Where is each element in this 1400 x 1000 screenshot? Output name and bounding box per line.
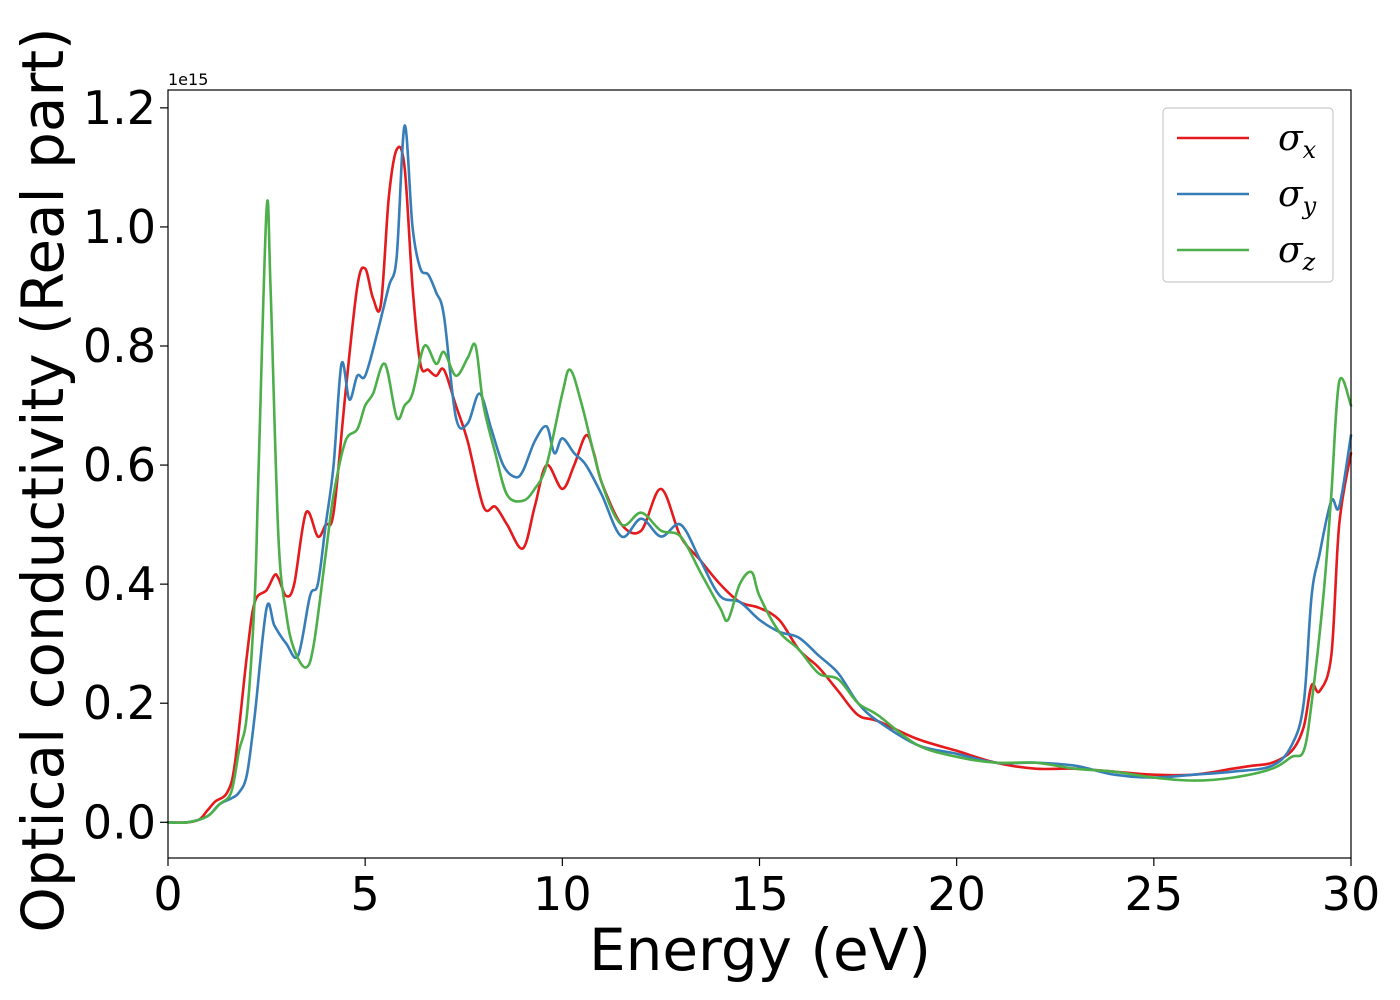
series-layer — [166, 124, 1353, 825]
series-line-y — [166, 124, 1353, 825]
y-tick-label: 1.2 — [83, 81, 156, 135]
y-tick-label: 0.8 — [83, 319, 156, 373]
x-tick-label: 0 — [153, 867, 182, 921]
x-axis: 0 5 10 15 20 25 30 — [153, 858, 1380, 921]
x-tick-label: 15 — [730, 867, 789, 921]
x-tick-label: 25 — [1125, 867, 1184, 921]
y-tick-label: 0.6 — [83, 438, 156, 492]
y-offset-text: 1e15 — [168, 70, 208, 89]
x-axis-label: Energy (eV) — [589, 916, 931, 984]
y-tick-label: 0.4 — [83, 557, 156, 611]
y-axis: 0.0 0.2 0.4 0.6 0.8 1.0 1.2 — [83, 81, 168, 849]
x-tick-label: 30 — [1322, 867, 1381, 921]
y-axis-label: Optical conductivity (Real part) — [9, 27, 77, 932]
y-tick-label: 1.0 — [83, 200, 156, 254]
x-tick-label: 5 — [351, 867, 380, 921]
y-tick-label: 0.2 — [83, 676, 156, 730]
series-line-z — [166, 199, 1353, 825]
x-tick-label: 10 — [533, 867, 592, 921]
x-tick-label: 20 — [927, 867, 986, 921]
y-tick-label: 0.0 — [83, 795, 156, 849]
